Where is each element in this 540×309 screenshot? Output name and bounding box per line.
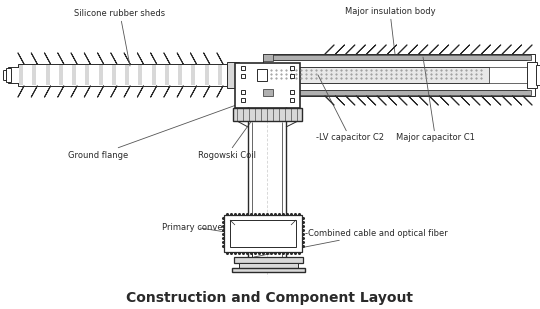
Text: Major insulation body: Major insulation body — [345, 7, 435, 54]
Bar — [527, 62, 537, 88]
Text: Ground flange: Ground flange — [68, 104, 239, 159]
Bar — [99, 65, 103, 85]
Bar — [218, 65, 222, 85]
Bar — [263, 54, 535, 96]
Bar — [230, 220, 296, 247]
Bar — [267, 55, 531, 60]
Bar — [263, 89, 273, 96]
Text: Silicone rubber sheds: Silicone rubber sheds — [75, 10, 166, 66]
Text: Rogowski Coil: Rogowski Coil — [198, 112, 258, 159]
Bar — [234, 257, 303, 263]
Bar — [257, 69, 267, 81]
Bar — [224, 215, 302, 252]
Bar — [536, 65, 540, 85]
Bar — [235, 63, 300, 108]
Bar — [232, 268, 305, 272]
Bar — [112, 65, 116, 85]
Bar — [152, 65, 156, 85]
Bar — [263, 54, 273, 61]
Bar — [45, 65, 50, 85]
Bar — [165, 65, 169, 85]
Bar — [72, 65, 76, 85]
Bar — [6, 68, 11, 82]
Text: Primary converter: Primary converter — [162, 223, 238, 233]
Bar — [8, 67, 20, 83]
Bar — [227, 62, 239, 88]
Bar — [19, 65, 23, 85]
Text: Construction and Component Layout: Construction and Component Layout — [126, 291, 414, 305]
Bar — [138, 65, 143, 85]
Bar — [267, 67, 489, 83]
Bar — [239, 263, 298, 268]
Bar — [233, 108, 302, 121]
Text: Major capacitor C1: Major capacitor C1 — [396, 57, 475, 142]
Bar — [192, 65, 195, 85]
Bar — [85, 65, 89, 85]
Text: -Combined cable and optical fiber: -Combined cable and optical fiber — [254, 228, 448, 257]
Bar — [178, 65, 182, 85]
Bar — [235, 71, 300, 79]
Bar — [59, 65, 63, 85]
Bar — [267, 90, 531, 95]
Bar — [32, 65, 36, 85]
Bar — [18, 64, 237, 86]
Text: -LV capacitor C2: -LV capacitor C2 — [316, 75, 384, 142]
Bar — [125, 65, 129, 85]
Bar — [205, 65, 209, 85]
